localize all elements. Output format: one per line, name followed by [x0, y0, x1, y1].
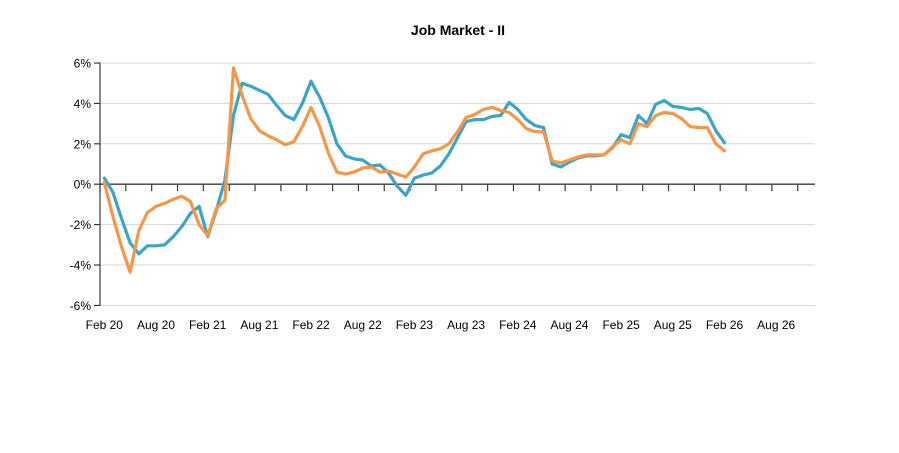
y-axis-label: 4%	[74, 97, 92, 111]
y-axis-label: -6%	[70, 299, 92, 313]
y-axis-label: -2%	[70, 218, 92, 232]
x-axis-label: Feb 23	[396, 318, 434, 332]
x-axis-label: Aug 26	[757, 318, 795, 332]
x-axis-label: Feb 25	[602, 318, 640, 332]
x-axis-label: Aug 22	[344, 318, 382, 332]
x-axis-label: Aug 24	[550, 318, 588, 332]
y-axis-label: 0%	[74, 178, 92, 192]
x-axis-label: Feb 20	[86, 318, 124, 332]
y-axis-label: 6%	[74, 57, 92, 71]
x-axis-label: Aug 25	[654, 318, 692, 332]
x-axis-label: Feb 24	[499, 318, 537, 332]
x-axis-label: Aug 20	[137, 318, 175, 332]
y-axis-label: 2%	[74, 137, 92, 151]
x-axis-label: Feb 21	[189, 318, 227, 332]
legend: Employed Population, YoY Labour force, Y…	[0, 358, 899, 382]
x-axis-label: Aug 23	[447, 318, 485, 332]
x-axis-label: Aug 21	[240, 318, 278, 332]
chart-title: Job Market - II	[410, 22, 506, 38]
series-line-labour-force	[102, 66, 727, 274]
x-axis-label: Feb 22	[292, 318, 330, 332]
y-axis-label: -4%	[70, 259, 92, 273]
x-axis-label: Feb 26	[706, 318, 744, 332]
